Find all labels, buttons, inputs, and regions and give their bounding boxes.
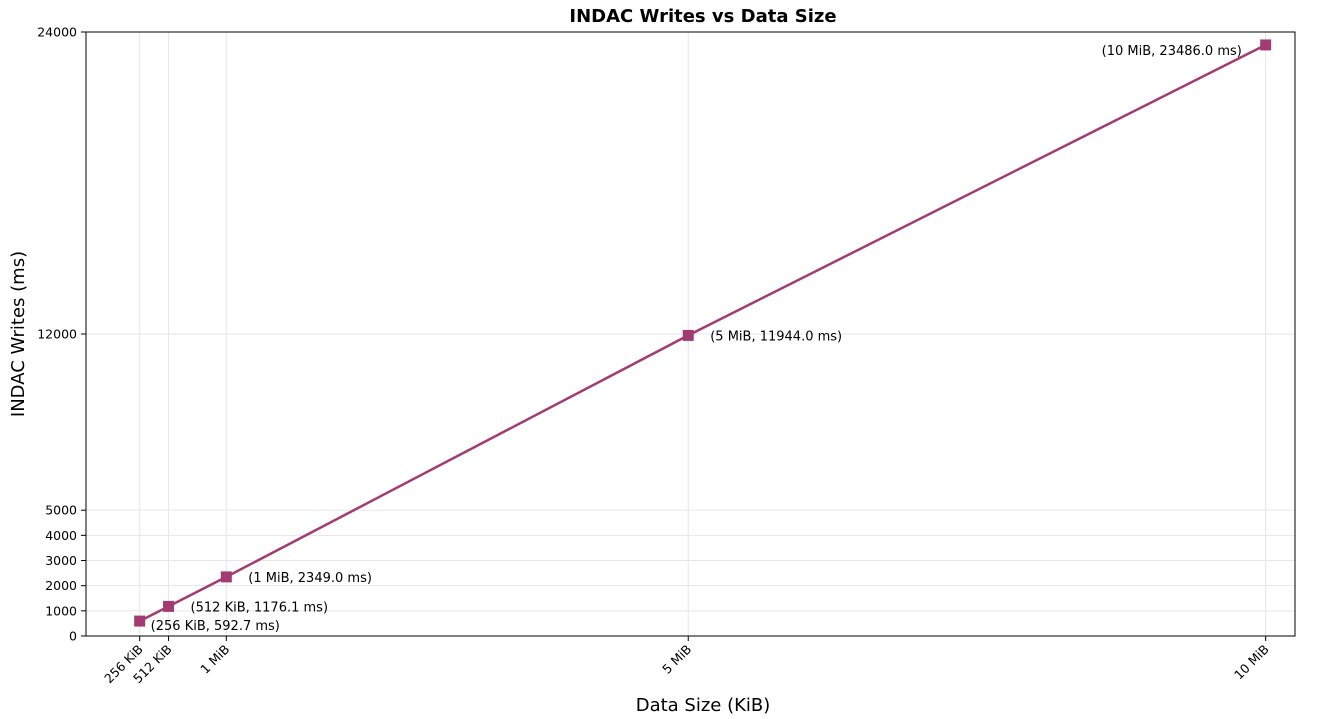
x-axis-label: Data Size (KiB) xyxy=(636,695,771,716)
y-tick-label: 5000 xyxy=(45,503,77,518)
y-tick-label: 24000 xyxy=(37,25,77,40)
point-label: (1 MiB, 2349.0 ms) xyxy=(248,571,372,586)
y-axis-label: INDAC Writes (ms) xyxy=(8,251,29,417)
data-point xyxy=(1260,39,1272,51)
y-tick-label: 3000 xyxy=(45,553,77,568)
x-tick-label: 5 MiB xyxy=(659,642,694,677)
point-label: (256 KiB, 592.7 ms) xyxy=(151,619,280,634)
chart-title: INDAC Writes vs Data Size xyxy=(569,6,836,27)
point-label: (5 MiB, 11944.0 ms) xyxy=(710,329,842,344)
data-point xyxy=(682,329,694,341)
point-label: (512 KiB, 1176.1 ms) xyxy=(191,600,328,615)
y-tick-label: 12000 xyxy=(37,327,77,342)
markers xyxy=(134,39,1272,627)
data-point xyxy=(134,615,146,627)
y-tick-label: 4000 xyxy=(45,528,77,543)
y-axis: 0 1000 2000 3000 4000 5000 12000 24000 xyxy=(37,25,86,644)
y-tick-label: 0 xyxy=(69,629,77,644)
y-tick-label: 2000 xyxy=(45,578,77,593)
point-labels: (256 KiB, 592.7 ms) (512 KiB, 1176.1 ms) (… xyxy=(151,44,1242,634)
series-line xyxy=(139,43,1267,623)
x-tick-label: 10 MiB xyxy=(1231,642,1272,683)
x-tick-label: 1 MiB xyxy=(197,642,232,677)
point-label: (10 MiB, 23486.0 ms) xyxy=(1102,44,1242,59)
y-tick-label: 1000 xyxy=(45,603,77,618)
data-point xyxy=(220,571,232,583)
data-point xyxy=(163,600,175,612)
